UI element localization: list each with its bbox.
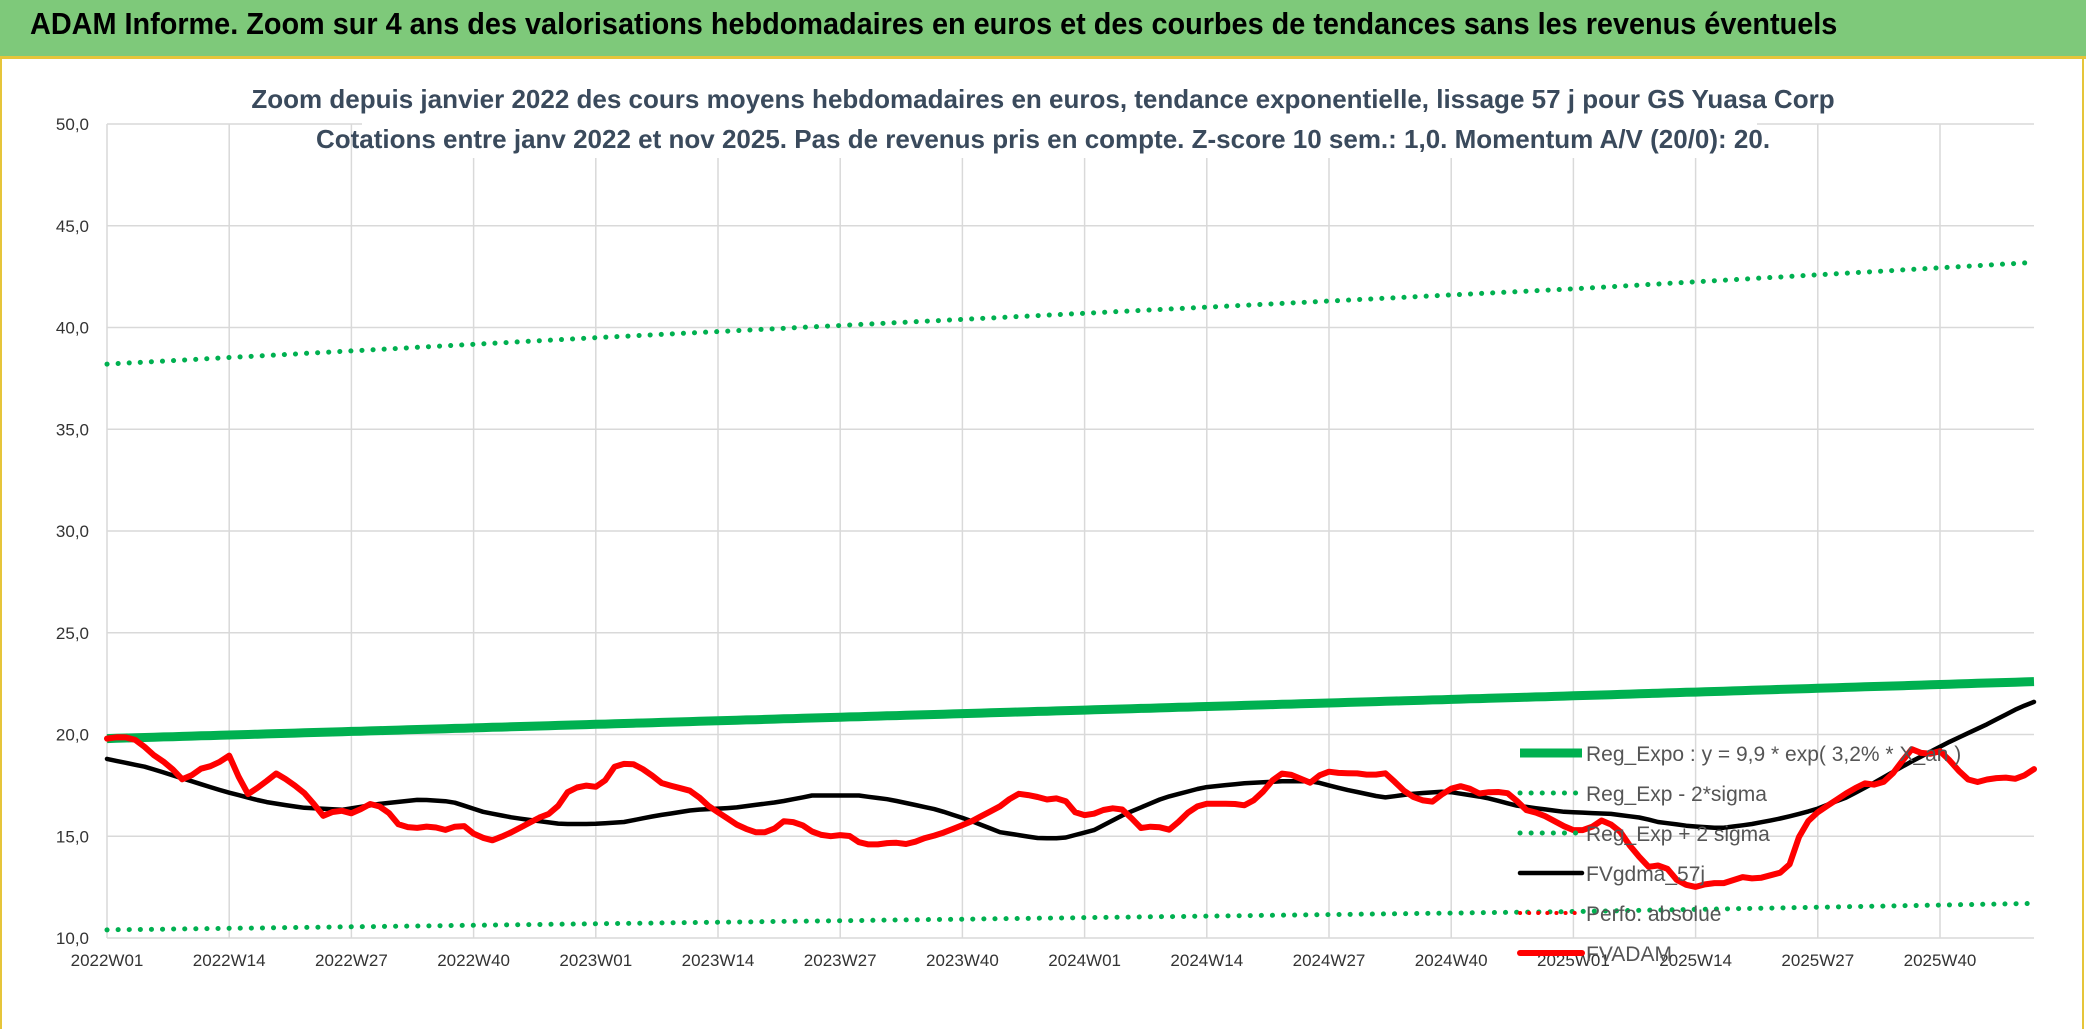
x-tick-label: 2022W40: [437, 951, 510, 970]
y-tick-label: 50,0: [56, 115, 89, 134]
y-tick-label: 20,0: [56, 726, 89, 745]
page-header: ADAM Informe. Zoom sur 4 ans des valoris…: [0, 0, 2086, 59]
x-tick-label: 2024W40: [1415, 951, 1488, 970]
legend-label: Reg_Exp - 2*sigma: [1586, 783, 1767, 806]
x-tick-label: 2024W27: [1293, 951, 1366, 970]
x-tick-label: 2022W27: [315, 951, 388, 970]
legend-label: FVgdma_57j: [1586, 863, 1705, 886]
y-tick-label: 30,0: [56, 522, 89, 541]
page-title: ADAM Informe. Zoom sur 4 ans des valoris…: [30, 6, 1838, 41]
x-tick-label: 2024W01: [1048, 951, 1121, 970]
legend-label: Reg_Expo : y = 9,9 * exp( 3,2% * X_an ): [1586, 743, 1961, 766]
y-tick-label: 10,0: [56, 929, 89, 948]
subtitle-background: [362, 118, 1757, 158]
y-tick-label: 35,0: [56, 420, 89, 439]
x-tick-label: 2025W27: [1781, 951, 1854, 970]
title-layer: Zoom depuis janvier 2022 des cours moyen…: [251, 78, 1835, 158]
grid-layer: [106, 123, 2034, 939]
x-tick-layer: 2022W01 2022W14 2022W27 2022W40 2023W01 2023W…: [71, 951, 1977, 970]
x-tick-label: 2023W27: [804, 951, 877, 970]
legend-label: Perfo. absolue: [1586, 903, 1721, 926]
legend-label: FVADAM: [1586, 943, 1672, 966]
y-tick-layer: 10,0 15,0 20,0 25,0 30,0 35,0 40,0 45,0 50,0: [56, 115, 89, 948]
x-tick-label: 2022W01: [71, 951, 144, 970]
x-tick-label: 2025W14: [1659, 951, 1732, 970]
x-tick-label: 2023W01: [559, 951, 632, 970]
x-tick-label: 2022W14: [193, 951, 266, 970]
title-background: [327, 78, 1757, 118]
y-tick-label: 15,0: [56, 827, 89, 846]
y-tick-label: 25,0: [56, 624, 89, 643]
x-tick-label: 2023W14: [682, 951, 755, 970]
chart-svg: 10,0 15,0 20,0 25,0 30,0 35,0 40,0 45,0 50,0 202…: [56, 78, 2037, 970]
series-line-fvadam: [104, 734, 2037, 890]
x-tick-label: 2023W40: [926, 951, 999, 970]
series-line-reg-exp-2-sigma: [104, 900, 2037, 933]
chart-frame: 10,0 15,0 20,0 25,0 30,0 35,0 40,0 45,0 50,0 202…: [0, 56, 2084, 1029]
chart-subtitle: Cotations entre janv 2022 et nov 2025. P…: [316, 124, 1770, 154]
x-tick-label: 2025W40: [1904, 951, 1977, 970]
y-tick-label: 45,0: [56, 217, 89, 236]
y-tick-label: 40,0: [56, 319, 89, 338]
series-line-fvgdma-57j: [104, 699, 2037, 841]
legend-label: Reg_Exp + 2 sigma: [1586, 823, 1770, 846]
series-line-reg-expo-y-9-9-exp-3-2-x-an: [106, 677, 2035, 744]
legend: Reg_Expo : y = 9,9 * exp( 3,2% * X_an ) R…: [1517, 743, 1961, 966]
series-line-reg-exp-2-sigma: [104, 259, 2037, 367]
chart-title: Zoom depuis janvier 2022 des cours moyen…: [251, 84, 1834, 114]
x-tick-label: 2024W14: [1170, 951, 1243, 970]
series-layer: [104, 259, 2037, 933]
